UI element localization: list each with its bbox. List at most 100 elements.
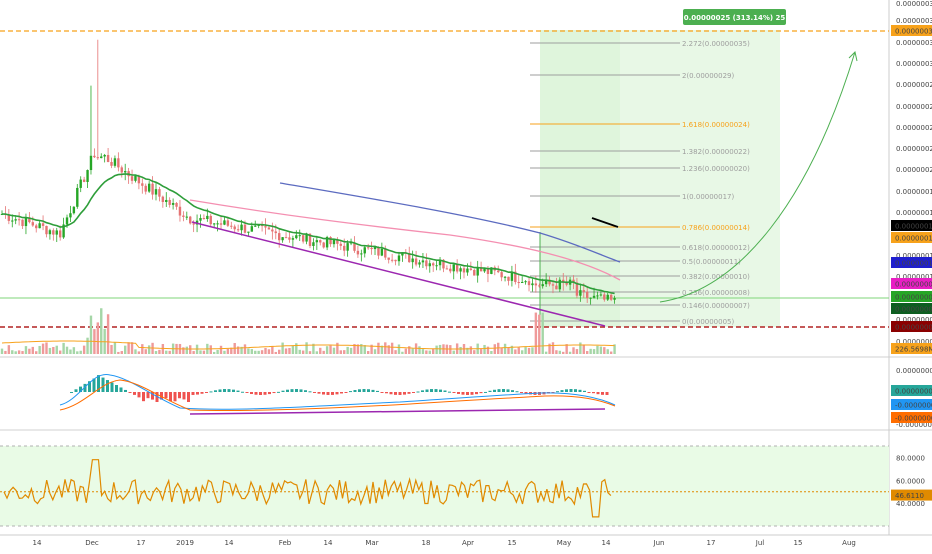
fib-label-0-236: 0.236(0.00000008) [682,289,750,297]
volume-bar [384,342,387,354]
candle-body [599,294,603,296]
fibonacci-extension[interactable]: 2.272(0.00000035) 2(0.00000029) 1.618(0.00… [0,30,889,328]
candle-body [230,225,233,227]
candle-body [35,225,38,229]
volume-bar [76,351,79,354]
macd-badge-label: -0.00000001 [895,415,932,423]
volume-bar [312,343,315,354]
volume-bar [147,345,151,354]
candle-body [100,156,103,159]
volume-bar [606,349,609,354]
candle-body [390,259,394,261]
price-badge-label: 0.00000009 [895,281,932,289]
volume-bar [52,346,55,354]
volume-bar [387,345,390,354]
volume-bar [182,347,185,354]
candle-body [459,268,462,272]
candle-body [435,265,438,267]
volume-bar [469,346,473,354]
volume-bar [432,349,435,354]
candle-body [500,272,503,278]
macd-histogram-bar [443,390,447,392]
volume-bar [281,342,284,354]
candle-body [137,175,141,184]
volume-bar [411,348,414,354]
candle-body [45,225,48,235]
volume-bar [599,346,603,354]
macd-histogram-bar [295,389,298,392]
macd-histogram-bar [97,375,100,392]
candle-body [308,233,312,246]
macd-histogram-bar [376,390,379,392]
candle-body [65,217,69,225]
macd-histogram-bar [263,392,267,395]
candle-body [236,229,240,231]
volume-ma-line [1,340,615,350]
volume-bar [264,348,267,354]
volume-bar [346,346,349,354]
volume-bar [216,349,219,354]
volume-bar [288,347,291,354]
candle-body [514,271,517,283]
candle-body [291,238,295,240]
volume-bar [438,344,442,354]
macd-histogram-bar [286,389,289,392]
macd-histogram-bar [232,389,235,392]
candle-body [93,155,96,158]
volume-bar [106,314,110,354]
macd-histogram-bar [191,392,195,395]
candle-body [319,240,322,243]
volume-bar [35,351,38,354]
candle-body [401,252,404,256]
volume-bar [339,350,342,354]
candle-body [534,283,538,286]
macd-histogram-bar [403,392,406,395]
time-tick-label: Aug [842,539,856,547]
candle-body [329,237,332,245]
volume-bar [168,350,171,354]
macd-histogram-bar [299,389,303,392]
rsi-value-label: 46.6110 [895,492,924,500]
volume-bar [236,346,240,354]
projection-arrow [659,51,856,303]
volume-bar [308,351,312,354]
volume-bar [332,347,336,354]
volume-bar [589,348,592,354]
price-tick-label: 0.00000032 [896,39,932,47]
candle-body [408,252,411,263]
macd-histogram-bar [200,392,204,394]
candle-body [421,260,425,263]
time-tick-label: 2019 [176,539,194,547]
macd-histogram-bar [430,389,433,392]
macd-histogram-bar [358,389,361,392]
volume-bar [11,350,14,354]
volume-bar [322,350,325,354]
volume-bar [418,346,421,354]
volume-bar [298,349,301,354]
price-tick-label: 0.00000022 [896,145,932,153]
macd-histogram-bar [254,392,258,395]
volume-bar [575,349,579,354]
candle-body [531,283,534,286]
candle-body [507,276,510,281]
candle-body [41,223,45,226]
candle-body [609,294,613,300]
fib-label-2: 2(0.00000029) [682,72,734,80]
macd-histogram-bar [349,391,352,393]
fib-label-0-618: 0.618(0.00000012) [682,244,750,252]
volume-bar [267,349,271,354]
candle-body [281,237,284,241]
volume-bar [517,347,520,354]
candle-body [14,219,17,221]
candle-body [555,285,558,290]
volume-bar [551,342,555,354]
fib-label-1: 1(0.00000017) [682,193,734,201]
macd-histogram-bar [389,392,393,395]
candle-body [325,237,329,248]
candle-body [479,266,483,272]
price-badge [891,220,932,231]
macd-histogram-bar [506,389,510,392]
volume-bar [17,350,21,354]
macd-trendline [189,408,606,415]
